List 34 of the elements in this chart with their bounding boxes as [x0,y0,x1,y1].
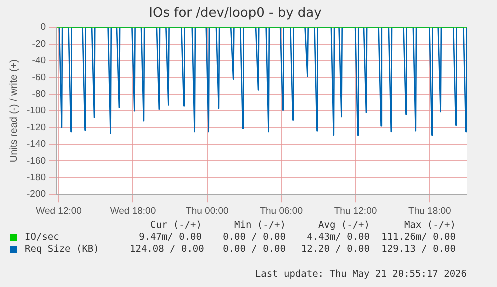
y-tick-label: -200 [27,189,46,200]
text: Last update: Thu May 21 20:55:17 2026 [255,269,467,280]
x-tick-label: Thu 00:00 [186,206,229,217]
y-tick-label: -20 [32,38,46,50]
y-tick-label: -40 [32,56,46,67]
text: 124.08 / 0.00 [130,244,204,255]
text: Cur (-/+) [150,220,202,231]
text: 4.43m/ 0.00 [306,232,370,243]
x-tick-label: Wed 12:00 [36,206,82,217]
x-tick-label: Thu 18:00 [408,206,452,217]
text: Min (-/+) [234,220,286,231]
y-tick-label: -100 [27,106,46,117]
text: 12.20 / 0.00 [300,244,370,255]
text: 9.47m/ 0.00 [138,232,202,243]
y-axis-title: Units read (-) / write (+) [8,60,20,163]
legend-label: IO/sec [25,232,60,243]
y-tick-label: -180 [27,172,46,184]
text: 111.26m/ 0.00 [380,232,456,243]
x-tick-label: Wed 18:00 [110,206,156,217]
y-tick-label: -80 [32,89,46,100]
legend-label: Req Size (KB) [25,244,100,255]
y-tick-label: 0 [40,22,46,34]
text: Max (-/+) [404,220,456,231]
chart-title: IOs for /dev/loop0 - by day [149,6,322,22]
text: 0.00 / 0.00 [222,232,286,243]
y-tick-label: -160 [27,156,46,167]
text: 0.00 / 0.00 [223,244,286,255]
y-tick-label: -120 [27,122,46,134]
y-tick-label: -140 [27,139,46,150]
x-tick-label: Thu 12:00 [334,206,378,217]
y-tick-label: -60 [32,72,46,84]
x-tick-label: Thu 06:00 [260,206,303,217]
text: 129.13 / 0.00 [380,244,456,255]
text: Avg (-/+) [318,220,370,231]
